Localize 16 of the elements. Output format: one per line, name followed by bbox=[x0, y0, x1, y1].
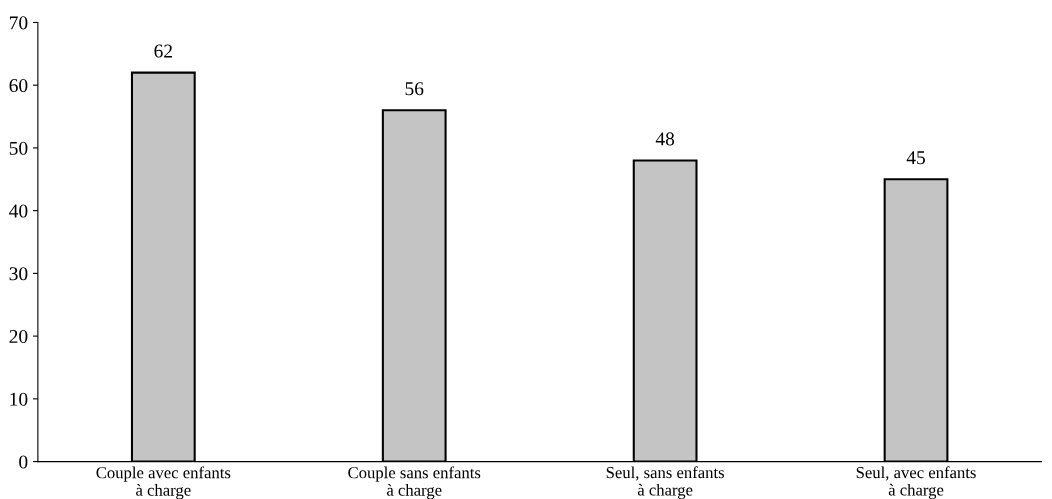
y-tick-label: 40 bbox=[9, 204, 28, 218]
data-label: 48 bbox=[655, 132, 675, 146]
x-tick-label: Seul, sans enfants à charge bbox=[606, 466, 724, 499]
x-tick-label: Couple avec enfants à charge bbox=[96, 466, 231, 499]
x-tick-label: Couple sans enfants à charge bbox=[348, 466, 481, 499]
y-tick-label: 10 bbox=[10, 392, 28, 406]
y-tick-label: 30 bbox=[9, 267, 28, 281]
data-label: 45 bbox=[906, 151, 925, 165]
y-tick-label: 0 bbox=[19, 455, 28, 469]
x-tick-label: Seul, avec enfants à charge bbox=[856, 466, 976, 499]
y-tick-label: 50 bbox=[9, 141, 28, 155]
data-label: 56 bbox=[405, 82, 424, 96]
y-tick-label: 60 bbox=[9, 79, 28, 93]
y-tick-label: 20 bbox=[9, 329, 28, 344]
data-label: 62 bbox=[154, 44, 172, 58]
y-tick-label: 70 bbox=[9, 16, 28, 30]
